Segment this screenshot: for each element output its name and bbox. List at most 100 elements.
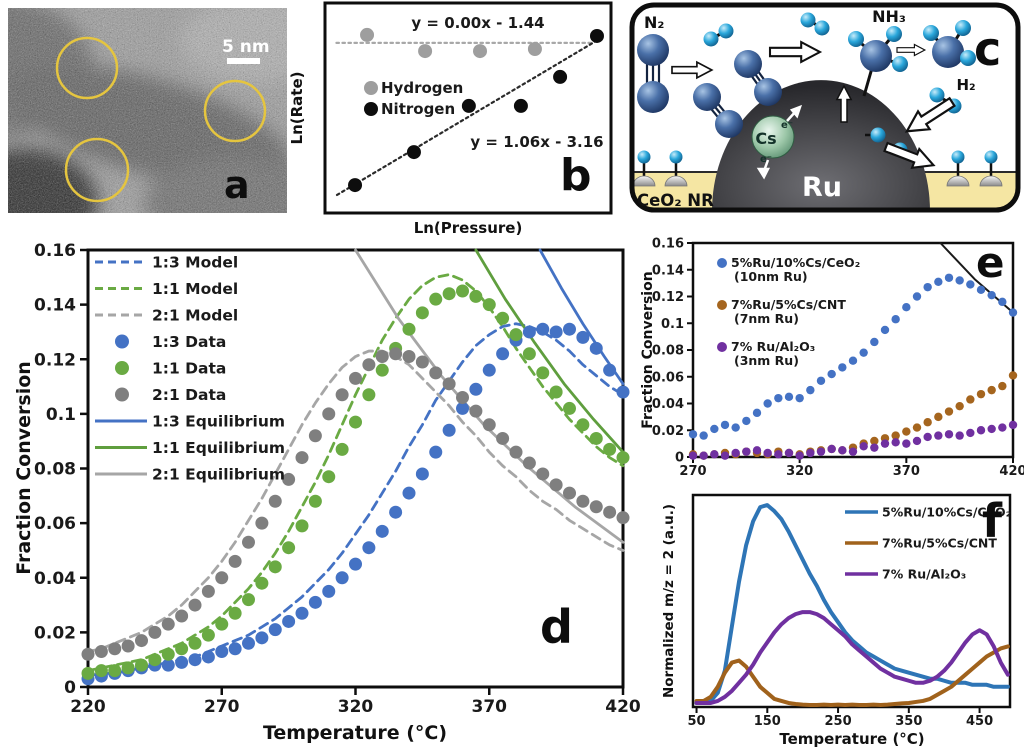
data-point [589,431,603,445]
data-point [891,431,900,440]
legend-label: Nitrogen [381,100,455,118]
data-point [242,535,255,549]
data-point [603,442,617,456]
data-point [731,448,740,458]
data-point [513,98,528,113]
highlight-circle-3 [64,137,130,203]
plot-frame [691,493,1012,709]
data-point [699,431,708,440]
data-point [806,448,815,458]
data-point [838,363,847,372]
data-point [784,448,794,458]
axis-title-y: Fraction Conversion [640,271,656,428]
panel-e-canvas: 270 320 370 420 0 0.02 0.04 0.06 0.08 0.1 0.12 0.14… [640,237,1024,480]
data-point [255,516,269,530]
data-point [934,277,943,286]
data-point [816,376,826,385]
data-point [215,617,229,631]
data-point [589,500,603,514]
data-point [308,595,322,609]
panel-a-canvas: 5 nm [8,8,287,213]
plot-frame [323,1,613,215]
data-point [774,450,783,459]
cs-promoter: Cs e⁻ e⁻ [751,104,803,180]
data-point [482,298,496,312]
axis-title-y: Normalized m/z = 2 (a.u.) [661,504,677,698]
axis-title-x: Temperature (°C) [779,730,924,748]
data-point [228,606,242,620]
data-point [135,634,148,648]
data-point [902,427,911,436]
data-point [955,401,964,411]
fit-equation: y = 0.00x - 1.44 [411,14,544,32]
data-point [402,350,416,364]
y-tick-label: 0.12 [652,290,684,305]
h2-label: H₂ [956,76,975,94]
schematic-border [629,2,1021,213]
data-point [944,430,954,439]
data-point [987,424,996,434]
electron-transfer-arrows [756,104,803,180]
data-point [742,447,751,456]
x-tick-label: 320 [786,464,813,479]
data-point [473,44,488,59]
data-point [816,447,826,456]
data-point [348,178,363,193]
data-point [944,273,954,282]
data-point [553,69,568,84]
h-site [946,150,970,187]
data-point [923,282,932,292]
x-tick-label: 220 [70,697,106,717]
legend-sublabel: (7nm Ru) [734,311,799,326]
data-point [763,448,772,458]
data-point [175,609,189,623]
data-point [389,347,403,361]
data-point [536,322,550,336]
data-point [255,631,269,645]
x-tick-label: 370 [893,464,920,479]
data-point [362,358,376,372]
data-point [966,280,975,289]
panel-b-label: b [560,150,592,201]
data-point [188,636,202,650]
data-point [242,593,255,607]
data-point [268,560,282,574]
highlight-circle-1 [55,36,119,100]
data-point [536,467,550,481]
legend-label: Hydrogen [381,79,463,97]
data-point [469,289,483,303]
series-points [81,284,630,680]
legend-label: 1:1 Equilibrium [152,439,285,457]
data-point [108,664,122,678]
axis-title-y: Fraction Conversion [13,361,35,575]
y-tick-label: 0 [64,678,76,698]
data-point [349,415,362,429]
data-point [349,371,362,385]
data-point [763,399,772,408]
data-point [322,470,336,484]
legend-label: 2:1 Data [152,386,226,404]
data-point [549,385,563,399]
legend-label: 2:1 Model [152,307,238,325]
data-point [349,557,362,571]
data-point [731,423,740,432]
y-tick-label: 0.14 [34,296,76,316]
data-point [496,311,510,325]
data-point [121,661,135,675]
h-site [664,150,688,187]
x-tick-label: 350 [895,714,922,729]
x-tick-label: 320 [338,697,374,717]
data-point [880,325,890,335]
data-point [175,642,189,656]
data-point [201,584,215,598]
data-point [603,363,617,377]
data-point [752,446,762,455]
data-point [955,276,964,285]
data-point [720,420,730,430]
data-point [688,430,698,439]
data-point [335,388,349,402]
h-site [979,150,1003,187]
y-tick-label: 0.06 [34,514,76,534]
data-point [360,27,375,42]
legend-label: 1:3 Data [152,333,226,351]
